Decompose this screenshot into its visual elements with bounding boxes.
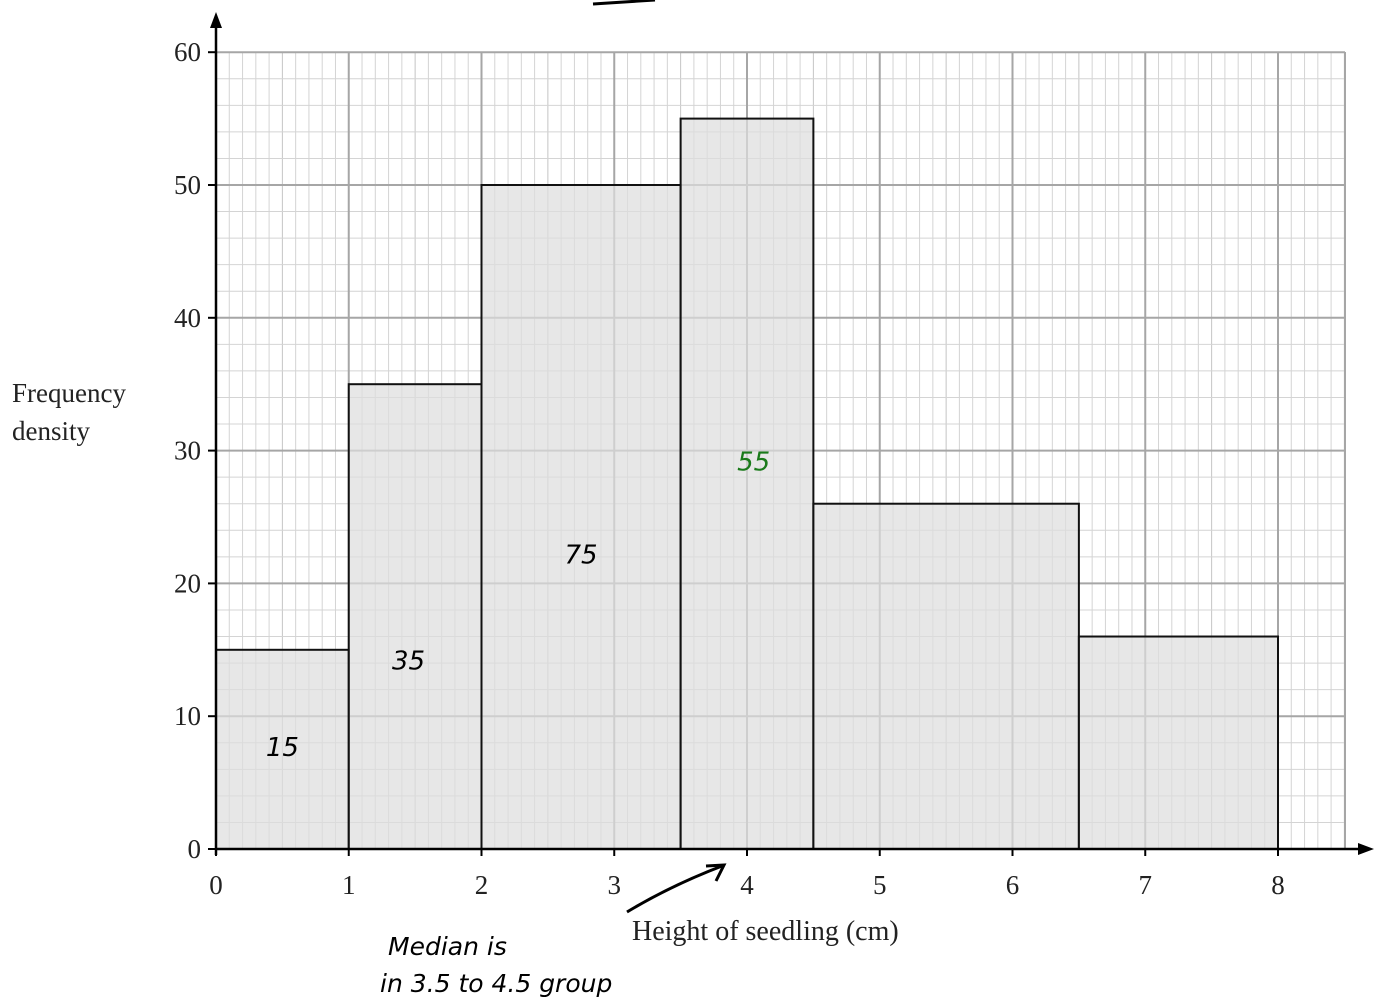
x-tick-label: 2 — [475, 870, 489, 900]
x-tick-label: 1 — [342, 870, 356, 900]
y-axis-label-line-2: density — [12, 416, 90, 446]
x-tick-label: 8 — [1271, 870, 1285, 900]
y-tick-label: 30 — [174, 436, 201, 466]
histogram-bar-2 — [347, 383, 483, 850]
bar-frequency-annotation: 75 — [565, 540, 598, 570]
y-tick-label: 0 — [188, 834, 202, 864]
handwritten-annotations: 15 35 75 55 — [266, 448, 770, 764]
x-tick-label: 0 — [209, 870, 223, 900]
x-tick-label: 3 — [608, 870, 622, 900]
median-arrow — [626, 864, 723, 914]
x-tick-label: 7 — [1139, 870, 1153, 900]
histogram-bar-6 — [1077, 635, 1279, 851]
x-tick-label: 6 — [1006, 870, 1020, 900]
x-tick-label: 5 — [873, 870, 887, 900]
y-tick-label: 60 — [174, 37, 201, 67]
x-axis-arrow — [1358, 843, 1374, 855]
tick-labels: 0 1 2 3 4 5 6 7 8 0 10 20 30 40 50 60 — [174, 37, 1285, 900]
y-axis-arrow — [210, 12, 222, 28]
histogram-bar-3 — [480, 184, 682, 850]
bar-frequency-annotation: 55 — [737, 448, 770, 478]
histogram-bar-1 — [215, 648, 350, 850]
median-arrow-head — [705, 863, 727, 882]
y-tick-label: 40 — [174, 303, 201, 333]
top-scribble — [592, 0, 656, 6]
median-note-line-1: Median is — [388, 932, 507, 961]
x-tick-label: 4 — [740, 870, 754, 900]
median-note-line-2: in 3.5 to 4.5 group — [380, 969, 612, 998]
y-axis-label-line-1: Frequency — [12, 378, 126, 408]
x-axis-label: Height of seedling (cm) — [632, 916, 899, 947]
bar-frequency-annotation: 35 — [392, 647, 425, 677]
histogram-bar-5 — [812, 502, 1080, 850]
y-tick-label: 20 — [174, 568, 201, 598]
y-tick-label: 10 — [174, 701, 201, 731]
histogram-bars — [215, 117, 1279, 851]
histogram-bar-4 — [679, 117, 815, 851]
bar-frequency-annotation: 15 — [266, 733, 299, 763]
y-tick-label: 50 — [174, 170, 201, 200]
